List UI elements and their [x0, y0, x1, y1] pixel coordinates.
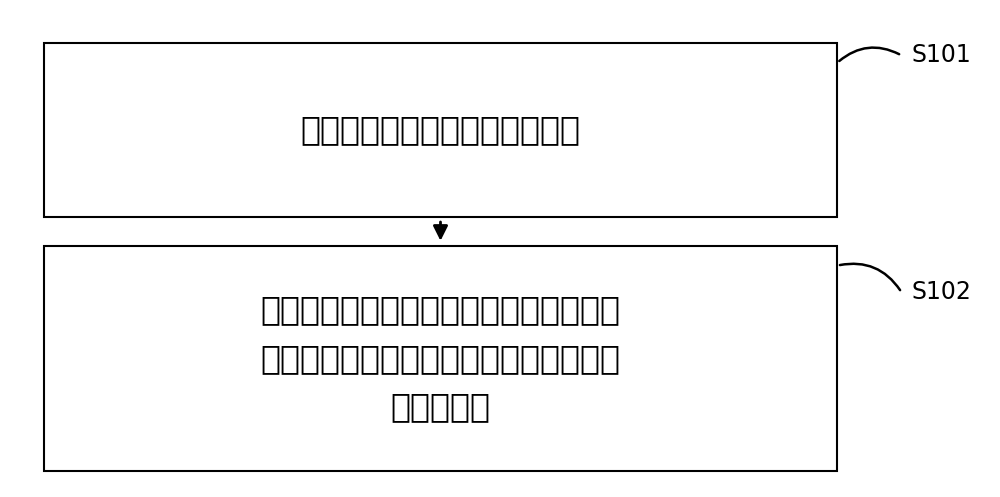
- Text: S102: S102: [912, 280, 971, 305]
- Text: 获取管道外壁面的测量温度数据: 获取管道外壁面的测量温度数据: [301, 113, 580, 147]
- Text: 基于所述外壁面测量温度数据，采用预设
方法进行导热反演计算，获得管道内壁面
的温度数据: 基于所述外壁面测量温度数据，采用预设 方法进行导热反演计算，获得管道内壁面 的温…: [261, 293, 620, 423]
- Bar: [44, 246, 837, 471]
- Bar: [44, 43, 837, 217]
- Text: S101: S101: [912, 43, 971, 68]
